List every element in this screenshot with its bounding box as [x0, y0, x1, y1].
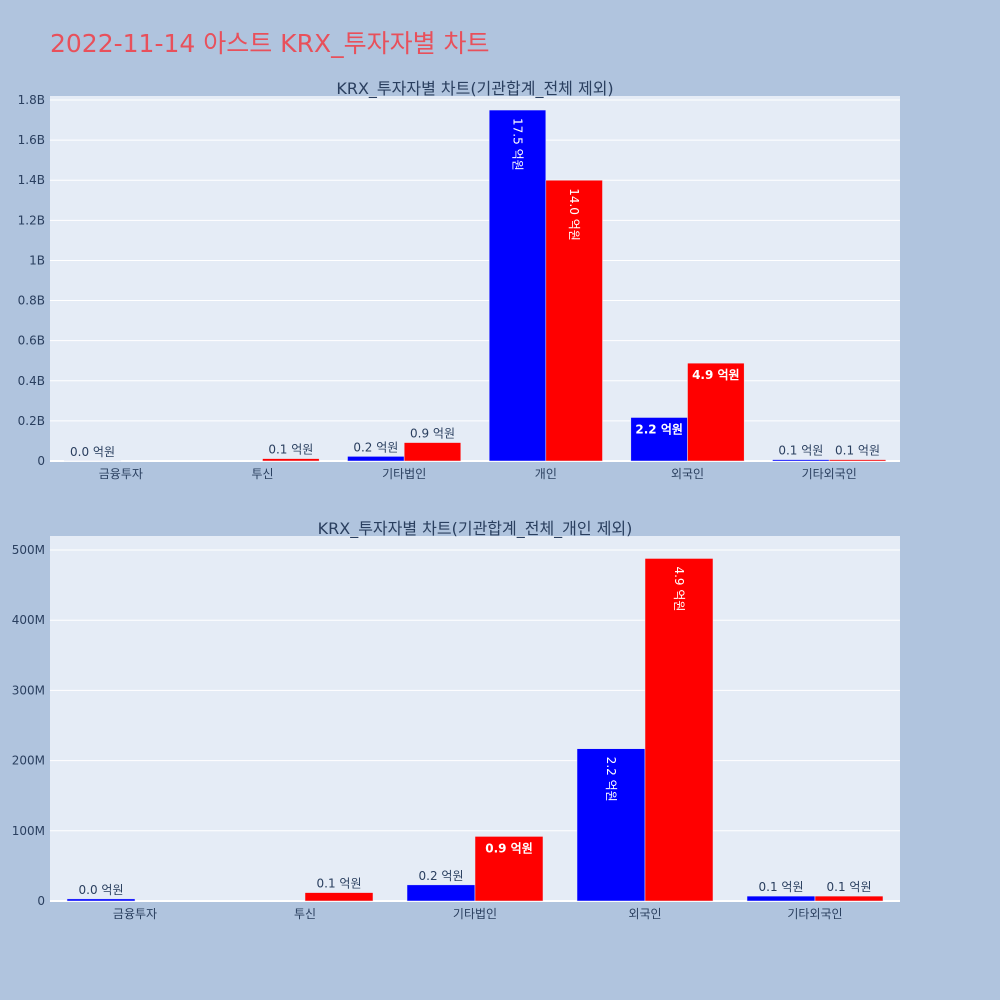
bar	[406, 884, 476, 902]
bar	[474, 836, 544, 902]
data-label: 0.1 억원	[827, 880, 872, 894]
chart-bottom: KRX_투자자별 차트(기관합계_전체_개인 제외) 0 100M 200M 300M 4…	[12, 519, 900, 921]
data-label: 0.1 억원	[835, 444, 880, 458]
data-label: 0.2 억원	[419, 869, 464, 883]
y-tick-label: 1.2B	[18, 213, 45, 227]
y-tick-label: 0.2B	[18, 414, 45, 428]
plot-area	[50, 96, 900, 461]
y-tick-label: 500M	[12, 543, 45, 557]
y-tick-label: 1.6B	[18, 133, 45, 147]
bar	[746, 895, 816, 902]
x-tick-label: 금융투자	[113, 907, 157, 921]
y-tick-label: 0.4B	[18, 374, 45, 388]
data-label: 4.9 억원	[672, 566, 686, 611]
x-tick-label: 외국인	[671, 467, 704, 481]
bar	[576, 748, 646, 902]
data-label: 0.2 억원	[353, 440, 398, 454]
y-tick-label: 0	[37, 454, 45, 468]
bar	[772, 459, 830, 462]
data-label: 0.9 억원	[410, 427, 455, 441]
bar	[488, 109, 547, 462]
bar	[814, 895, 884, 902]
x-tick-label: 기타법인	[453, 907, 497, 921]
data-label: 2.2 억원	[635, 422, 683, 436]
bar	[347, 456, 405, 462]
data-label: 2.2 억원	[604, 757, 618, 802]
x-tick-label: 기타법인	[382, 467, 426, 481]
data-label: 0.1 억원	[317, 877, 362, 891]
y-tick-label: 1B	[29, 253, 45, 267]
y-tick-label: 0	[37, 894, 45, 908]
data-label: 0.1 억원	[778, 444, 823, 458]
y-tick-label: 1.8B	[18, 93, 45, 107]
data-label: 0.1 억원	[759, 880, 804, 894]
x-tick-label: 금융투자	[99, 467, 143, 481]
bar	[630, 417, 688, 462]
data-label: 0.9 억원	[485, 841, 533, 855]
x-tick-label: 투신	[294, 907, 316, 921]
bar	[66, 898, 136, 902]
data-label: 0.0 억원	[79, 883, 124, 897]
data-label: 0.1 억원	[268, 443, 313, 457]
y-tick-label: 300M	[12, 683, 45, 697]
x-tick-label: 투신	[251, 467, 273, 481]
page-title: 2022-11-14 아스트 KRX_투자자별 차트	[50, 29, 490, 58]
bar	[644, 558, 714, 902]
data-label: 17.5 억원	[511, 118, 525, 171]
bar	[403, 442, 462, 462]
chart-title: KRX_투자자별 차트(기관합계_전체 제외)	[336, 79, 613, 99]
bar	[304, 892, 374, 902]
y-tick-label: 400M	[12, 613, 45, 627]
y-tick-label: 200M	[12, 754, 45, 768]
data-label: 14.0 억원	[567, 188, 581, 241]
data-label: 4.9 억원	[692, 368, 740, 382]
bar	[828, 459, 887, 462]
bar	[262, 458, 320, 462]
y-tick-label: 0.8B	[18, 294, 45, 308]
x-tick-label: 기타외국인	[802, 467, 857, 481]
bar	[687, 362, 745, 462]
bar	[545, 179, 603, 462]
x-tick-label: 외국인	[628, 907, 661, 921]
y-tick-label: 100M	[12, 824, 45, 838]
x-tick-label: 기타외국인	[787, 907, 842, 921]
chart-top: KRX_투자자별 차트(기관합계_전체 제외) 0 0.2B 0.4B 0.6B 0.8B…	[18, 79, 900, 481]
y-tick-label: 1.4B	[18, 173, 45, 187]
chart-title: KRX_투자자별 차트(기관합계_전체_개인 제외)	[318, 519, 633, 539]
data-label: 0.0 억원	[70, 445, 115, 459]
x-tick-label: 개인	[535, 467, 557, 481]
y-tick-label: 0.6B	[18, 334, 45, 348]
